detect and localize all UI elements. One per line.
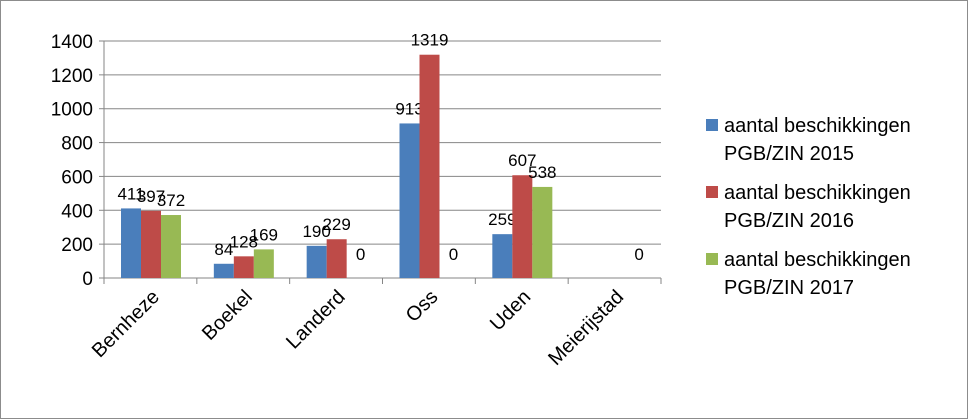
category-label: Landerd — [282, 286, 349, 353]
y-tick-label: 800 — [61, 134, 93, 155]
y-tick-label: 0 — [82, 269, 93, 290]
data-label: 169 — [250, 225, 278, 244]
bar-2016 — [233, 256, 254, 278]
data-label: 229 — [322, 215, 350, 234]
data-label: 0 — [449, 245, 458, 264]
y-tick-label: 200 — [61, 235, 93, 256]
data-label: 128 — [230, 232, 258, 251]
bar-2015 — [399, 123, 420, 279]
y-tick-label: 1000 — [51, 100, 93, 121]
data-label: 397 — [137, 187, 165, 206]
data-label: 1319 — [411, 31, 449, 50]
bar-2015 — [306, 245, 327, 278]
bar-2015 — [213, 263, 234, 278]
legend-item-2016: aantal beschikkingen PGB/ZIN 2016 — [706, 179, 964, 235]
legend-swatch-2016 — [706, 186, 718, 198]
bar-2015 — [492, 234, 513, 278]
y-tick-label: 1200 — [51, 66, 93, 87]
bar-2017 — [532, 186, 553, 278]
legend: aantal beschikkingen PGB/ZIN 2015 aantal… — [706, 112, 964, 313]
data-label: 411 — [117, 184, 144, 203]
data-label: 190 — [302, 222, 330, 241]
bar-2015 — [121, 208, 141, 278]
legend-label-2015: aantal beschikkingen PGB/ZIN 2015 — [724, 115, 911, 165]
data-label: 259 — [488, 210, 516, 229]
bar-2016 — [326, 239, 347, 278]
legend-swatch-2015 — [706, 119, 718, 131]
category-label: Uden — [486, 286, 535, 335]
bar-2016 — [512, 175, 533, 278]
data-label: 913 — [395, 99, 423, 118]
data-label: 607 — [508, 151, 536, 170]
legend-label-2016: aantal beschikkingen PGB/ZIN 2016 — [724, 182, 911, 232]
legend-item-2015: aantal beschikkingen PGB/ZIN 2015 — [706, 112, 964, 168]
data-label: 0 — [634, 245, 643, 264]
data-label: 84 — [214, 240, 233, 259]
bar-2017 — [253, 249, 274, 278]
y-tick-label: 600 — [61, 167, 93, 188]
bar-2017 — [161, 215, 181, 278]
data-label: 538 — [528, 163, 556, 182]
y-tick-label: 400 — [61, 201, 93, 222]
bar-2016 — [141, 210, 161, 278]
legend-swatch-2017 — [706, 253, 718, 265]
y-tick-label: 1400 — [51, 32, 93, 53]
legend-label-2017: aantal beschikkingen PGB/ZIN 2017 — [724, 249, 911, 299]
category-label: Bernheze — [88, 286, 164, 362]
category-label: Oss — [402, 286, 443, 327]
legend-item-2017: aantal beschikkingen PGB/ZIN 2017 — [706, 246, 964, 302]
data-label: 372 — [157, 191, 185, 210]
bar-2016 — [419, 54, 440, 278]
category-label: Boekel — [198, 286, 257, 345]
data-label: 0 — [356, 245, 365, 264]
category-label: Meierijstad — [544, 286, 628, 370]
